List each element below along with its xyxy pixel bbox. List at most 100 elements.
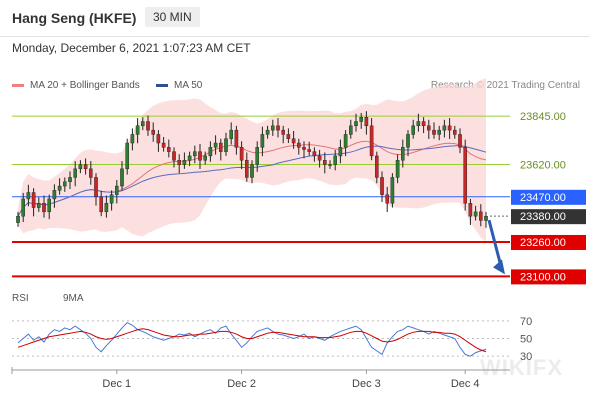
candle-body [411, 125, 416, 135]
candle-body [286, 134, 291, 139]
candle-body [42, 203, 46, 213]
candle-body [479, 211, 483, 221]
candle-body [328, 164, 332, 166]
candle-body [359, 117, 364, 122]
candle-body [265, 129, 270, 135]
candle-body [333, 155, 338, 165]
candle-body [349, 125, 353, 135]
candle-body [125, 142, 129, 170]
legend-ma50: MA 50 [156, 80, 202, 91]
candle-body [401, 147, 405, 161]
candle-body [182, 160, 187, 165]
timestamp: Monday, December 6, 2021 1:07:23 AM CET [12, 41, 251, 55]
candle-body [276, 125, 280, 131]
candle-body [302, 147, 306, 150]
legend-9ma: 9MA [63, 293, 84, 304]
candle-body [78, 164, 83, 170]
candle-body [255, 147, 260, 165]
candle-body [26, 192, 31, 200]
projection-arrowhead [493, 259, 505, 275]
candle-body [297, 142, 301, 148]
level-badge-23470.00 [511, 189, 586, 205]
candle-body [120, 168, 124, 187]
candle-body [192, 151, 197, 157]
candle-body [385, 194, 390, 204]
candle-body [291, 138, 296, 144]
candle-body [21, 198, 26, 217]
candle-body [421, 121, 426, 127]
candle-body [73, 168, 77, 178]
candle-body [109, 194, 114, 204]
legend-swatch-ma-bb [12, 83, 24, 87]
candle-body [151, 129, 156, 135]
candle-body [437, 129, 442, 135]
candle-body [130, 134, 135, 144]
level-label-23260.00: 23260.00 [520, 237, 566, 249]
candle-body [364, 117, 369, 127]
candle-body [229, 129, 234, 139]
candle-body [432, 129, 436, 135]
candle-body [208, 147, 213, 157]
candle-body [213, 142, 218, 148]
rsi-line [17, 321, 487, 357]
candles [16, 111, 488, 228]
candle-body [271, 125, 275, 131]
level-badge-23260.00 [511, 234, 586, 250]
candle-body [369, 125, 374, 157]
candle-body [88, 168, 93, 178]
candle-body [198, 151, 202, 161]
candle-body [187, 155, 192, 161]
candle-body [234, 129, 239, 148]
x-tick-Dec 1: Dec 1 [102, 378, 131, 390]
candle-body [135, 125, 140, 135]
timeframe-badge[interactable]: 30 MIN [145, 7, 200, 27]
candle-body [453, 129, 457, 135]
candle-body [484, 215, 488, 221]
candle-body [31, 192, 36, 208]
candle-body [99, 196, 103, 213]
candle-body [172, 151, 176, 161]
candle-body [354, 121, 358, 127]
legend-label-9ma: 9MA [63, 293, 84, 304]
candle-body [250, 164, 254, 178]
candle-body [166, 147, 171, 152]
candle-body [224, 138, 228, 152]
legend-swatch-ma50 [156, 83, 168, 87]
chart-header: Hang Seng (HKFE) 30 MIN [0, 0, 590, 37]
candle-body [156, 134, 161, 144]
level-badge-23380.00 [511, 209, 586, 225]
candle-body [57, 185, 62, 191]
candle-body [161, 142, 166, 148]
candle-body [16, 215, 20, 223]
level-label-23470.00: 23470.00 [520, 192, 566, 204]
x-tick-Dec 4: Dec 4 [451, 378, 480, 390]
candle-body [312, 151, 317, 157]
legend-label-ma50: MA 50 [174, 80, 203, 91]
legend-label-rsi: RSI [12, 293, 29, 304]
candle-body [177, 160, 182, 165]
rsi-9ma-line [17, 328, 487, 353]
candle-body [281, 129, 286, 135]
candle-body [239, 147, 244, 161]
candle-body [375, 155, 379, 178]
candle-body [458, 134, 462, 148]
candle-body [447, 125, 452, 131]
legend-label-ma-bb: MA 20 + Bollinger Bands [30, 80, 140, 91]
candle-body [140, 121, 145, 127]
candle-body [463, 147, 468, 204]
candle-body [63, 181, 67, 187]
candle-body [343, 134, 348, 148]
candle-body [395, 160, 400, 178]
candle-body [52, 190, 57, 200]
candle-body [104, 203, 109, 213]
level-label-23845.00: 23845.00 [520, 111, 566, 123]
candle-body [83, 164, 88, 170]
candle-body [114, 185, 119, 195]
candle-body [317, 155, 322, 161]
candle-body [146, 121, 150, 131]
projection-arrow [487, 219, 503, 267]
candle-body [380, 177, 384, 195]
candle-body [323, 160, 327, 165]
candle-body [37, 203, 41, 208]
